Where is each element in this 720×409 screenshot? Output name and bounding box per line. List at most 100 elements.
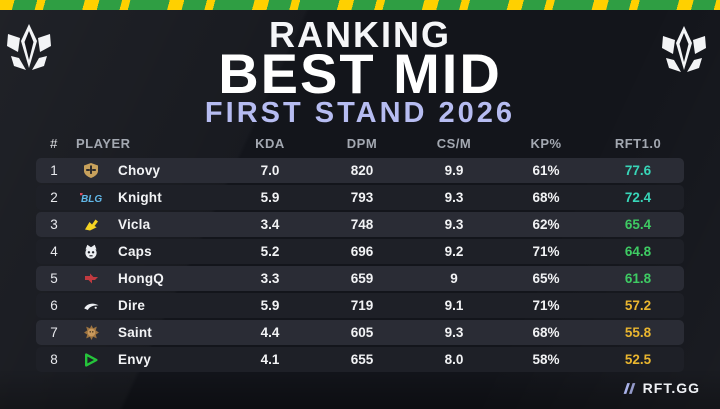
rank-label: 3 <box>50 217 58 232</box>
kda-value: 5.9 <box>260 298 280 313</box>
fox-logo-icon <box>84 219 98 230</box>
team-icon-cell <box>72 212 110 237</box>
title-ranking: RANKING <box>269 14 451 55</box>
table-body: 1 Chovy 7.0 820 9.9 61% 77.6 2 BLG Knigh… <box>36 158 684 372</box>
dpm-value: 659 <box>350 271 374 286</box>
team-icon-cell <box>72 158 110 183</box>
table-row: 6 Dire 5.9 719 9.1 71% 57.2 <box>36 293 684 318</box>
player-name: Envy <box>118 352 152 367</box>
kda-value: 5.9 <box>260 190 280 205</box>
dpm-value: 605 <box>350 325 374 340</box>
rank-label: 4 <box>50 244 58 259</box>
kp-value: 68% <box>532 325 560 340</box>
team-icon-cell: BLG <box>72 185 110 210</box>
table-row: 7 Saint 4.4 605 9.3 68% 55.8 <box>36 320 684 345</box>
rank-label: 7 <box>50 325 58 340</box>
table-row: 4 Caps 5.2 696 9.2 71% 64.8 <box>36 239 684 264</box>
hazard-stripe-top <box>0 0 720 10</box>
kp-value: 68% <box>532 190 560 205</box>
brand-name: RFT.GG <box>642 380 700 396</box>
rft-value: 55.8 <box>624 325 652 340</box>
player-name: Chovy <box>118 163 161 178</box>
player-name: Vicla <box>118 217 151 232</box>
col-header-rft: RFT1.0 <box>614 136 662 151</box>
kda-value: 5.2 <box>260 244 280 259</box>
kp-value: 62% <box>532 217 560 232</box>
col-header-kda: KDA <box>255 136 285 151</box>
rft-logo-icon <box>623 382 635 394</box>
brand-watermark: RFT.GG <box>620 380 700 396</box>
player-name: Saint <box>118 325 153 340</box>
dpm-value: 793 <box>350 190 374 205</box>
player-name: Caps <box>118 244 152 259</box>
csm-value: 9.2 <box>444 244 464 259</box>
kp-value: 65% <box>532 271 560 286</box>
kda-value: 3.4 <box>260 217 280 232</box>
dpm-value: 655 <box>350 352 374 367</box>
dpm-value: 696 <box>350 244 374 259</box>
team-icon-cell <box>72 239 110 264</box>
rft-value: 57.2 <box>624 298 652 313</box>
team-icon-cell <box>72 266 110 291</box>
rft-value: 65.4 <box>624 217 652 232</box>
page-title: BEST MID <box>218 42 502 105</box>
red-crest-logo-icon <box>84 273 98 284</box>
event-subtitle: FIRST STAND 2026 <box>204 97 516 129</box>
rft-value: 52.5 <box>624 352 652 367</box>
geng-logo-icon <box>84 163 98 178</box>
team-icon-cell <box>72 347 110 372</box>
rft-value: 61.8 <box>624 271 652 286</box>
kp-value: 61% <box>532 163 560 178</box>
dpm-value: 748 <box>350 217 374 232</box>
kda-value: 7.0 <box>260 163 280 178</box>
rank-label: 5 <box>50 271 58 286</box>
csm-value: 9.1 <box>444 298 464 313</box>
kda-value: 4.1 <box>260 352 280 367</box>
table-row: 8 Envy 4.1 655 8.0 58% 52.5 <box>36 347 684 372</box>
kda-value: 3.3 <box>260 271 280 286</box>
player-name: Knight <box>118 190 162 205</box>
rft-value: 72.4 <box>624 190 652 205</box>
rft-value: 77.6 <box>624 163 652 178</box>
ranking-table: # PLAYER KDA DPM CS/M KP% RFT1.0 1 Chovy… <box>36 132 684 374</box>
col-header-csm: CS/M <box>436 136 472 151</box>
dpm-value: 719 <box>350 298 374 313</box>
table-row: 3 Vicla 3.4 748 9.3 62% 65.4 <box>36 212 684 237</box>
rank-label: 1 <box>50 163 58 178</box>
player-name: Dire <box>118 298 146 313</box>
col-header-player: PLAYER <box>76 136 131 151</box>
csm-value: 9.3 <box>444 217 464 232</box>
kp-value: 71% <box>532 244 560 259</box>
table-header-row: # PLAYER KDA DPM CS/M KP% RFT1.0 <box>36 132 684 155</box>
secret-logo-icon <box>83 303 98 310</box>
g2-logo-icon <box>85 244 97 259</box>
team-icon-cell <box>72 293 110 318</box>
kp-value: 71% <box>532 298 560 313</box>
csm-value: 8.0 <box>444 352 464 367</box>
csm-value: 9.9 <box>444 163 464 178</box>
blg-logo-icon: BLG <box>80 192 102 204</box>
lion-logo-icon <box>83 325 99 340</box>
csm-value: 9.3 <box>444 325 464 340</box>
rank-label: 8 <box>50 352 58 367</box>
col-header-kp: KP% <box>530 136 562 151</box>
player-name: HongQ <box>118 271 164 286</box>
col-header-dpm: DPM <box>346 136 378 151</box>
rft-value: 64.8 <box>624 244 652 259</box>
kp-value: 58% <box>532 352 560 367</box>
play-logo-icon <box>85 352 98 367</box>
kda-value: 4.4 <box>260 325 280 340</box>
rank-label: 6 <box>50 298 58 313</box>
svg-text:BLG: BLG <box>81 194 102 204</box>
table-row: 1 Chovy 7.0 820 9.9 61% 77.6 <box>36 158 684 183</box>
team-icon-cell <box>72 320 110 345</box>
rank-label: 2 <box>50 190 58 205</box>
event-crown-logo-left-icon <box>7 24 51 70</box>
csm-value: 9 <box>450 271 458 286</box>
dpm-value: 820 <box>350 163 374 178</box>
col-header-rank: # <box>50 136 58 151</box>
event-crown-logo-right-icon <box>662 26 706 72</box>
table-row: 2 BLG Knight 5.9 793 9.3 68% 72.4 <box>36 185 684 210</box>
table-row: 5 HongQ 3.3 659 9 65% 61.8 <box>36 266 684 291</box>
